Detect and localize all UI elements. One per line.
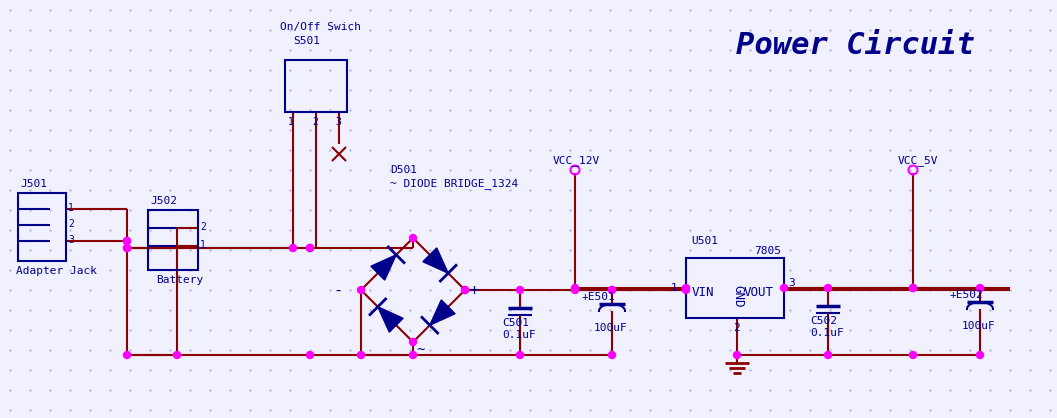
Circle shape (780, 285, 787, 291)
Text: 0.1uF: 0.1uF (502, 330, 536, 340)
Text: Battery: Battery (156, 275, 203, 285)
Circle shape (124, 237, 130, 245)
Circle shape (609, 286, 615, 293)
Circle shape (124, 245, 130, 252)
Circle shape (462, 286, 468, 293)
Circle shape (409, 352, 416, 359)
Circle shape (307, 352, 314, 359)
Circle shape (357, 286, 365, 293)
Text: VOUT: VOUT (744, 286, 774, 299)
Text: GND: GND (731, 285, 744, 307)
Text: -: - (334, 283, 344, 298)
Text: 3: 3 (789, 278, 795, 288)
Circle shape (824, 285, 832, 291)
Text: 2: 2 (200, 222, 206, 232)
Text: Adapter Jack: Adapter Jack (16, 266, 97, 276)
Circle shape (824, 352, 832, 359)
Circle shape (683, 286, 689, 293)
Polygon shape (371, 255, 396, 280)
Text: 7805: 7805 (754, 246, 781, 256)
Text: J502: J502 (150, 196, 177, 206)
Text: D501: D501 (390, 165, 418, 175)
Circle shape (307, 245, 314, 252)
Text: VCC_5V: VCC_5V (898, 155, 939, 166)
Circle shape (124, 237, 130, 245)
Circle shape (609, 352, 615, 359)
Circle shape (909, 285, 916, 291)
Circle shape (409, 339, 416, 346)
Circle shape (572, 285, 578, 291)
Text: 1: 1 (200, 240, 206, 250)
Text: 2: 2 (68, 219, 74, 229)
Circle shape (683, 285, 689, 291)
Circle shape (462, 286, 468, 293)
Circle shape (572, 286, 578, 293)
Circle shape (909, 352, 916, 359)
Text: ~ DIODE BRIDGE_1324: ~ DIODE BRIDGE_1324 (390, 178, 518, 189)
Text: +E502: +E502 (950, 290, 984, 300)
Text: 1: 1 (288, 117, 294, 127)
Text: 100uF: 100uF (594, 323, 628, 333)
Polygon shape (423, 248, 448, 273)
Circle shape (977, 352, 983, 359)
Circle shape (909, 285, 916, 291)
Text: 3: 3 (68, 235, 74, 245)
Text: 100uF: 100uF (962, 321, 996, 331)
Text: J501: J501 (20, 179, 47, 189)
Text: 1: 1 (68, 203, 74, 213)
Text: 1: 1 (671, 283, 678, 293)
Text: 2: 2 (733, 323, 740, 333)
Text: On/Off Swich: On/Off Swich (280, 22, 361, 32)
Text: C502: C502 (810, 316, 837, 326)
Circle shape (517, 352, 523, 359)
Text: 0.1uF: 0.1uF (810, 328, 843, 338)
Text: VIN: VIN (692, 286, 715, 299)
Circle shape (517, 286, 523, 293)
Bar (686, 258, 784, 318)
Circle shape (409, 234, 416, 242)
Text: Power Circuit: Power Circuit (736, 31, 975, 59)
Circle shape (307, 245, 314, 252)
Text: U501: U501 (691, 236, 718, 246)
Bar (285, 60, 347, 112)
Circle shape (357, 352, 365, 359)
Text: ~: ~ (416, 344, 424, 358)
Polygon shape (430, 300, 456, 325)
Bar (148, 210, 198, 270)
Polygon shape (377, 307, 403, 332)
Text: 3: 3 (335, 117, 340, 127)
Text: 2: 2 (312, 117, 318, 127)
Text: VCC_12V: VCC_12V (553, 155, 600, 166)
Text: C501: C501 (502, 318, 528, 328)
Circle shape (977, 285, 983, 291)
Text: +E501: +E501 (582, 292, 616, 302)
Circle shape (173, 352, 181, 359)
Text: +: + (469, 283, 478, 298)
Bar (18, 193, 66, 261)
Circle shape (124, 245, 130, 252)
Circle shape (290, 245, 297, 252)
Circle shape (609, 286, 615, 293)
Circle shape (734, 352, 741, 359)
Circle shape (124, 352, 130, 359)
Text: S501: S501 (293, 36, 320, 46)
